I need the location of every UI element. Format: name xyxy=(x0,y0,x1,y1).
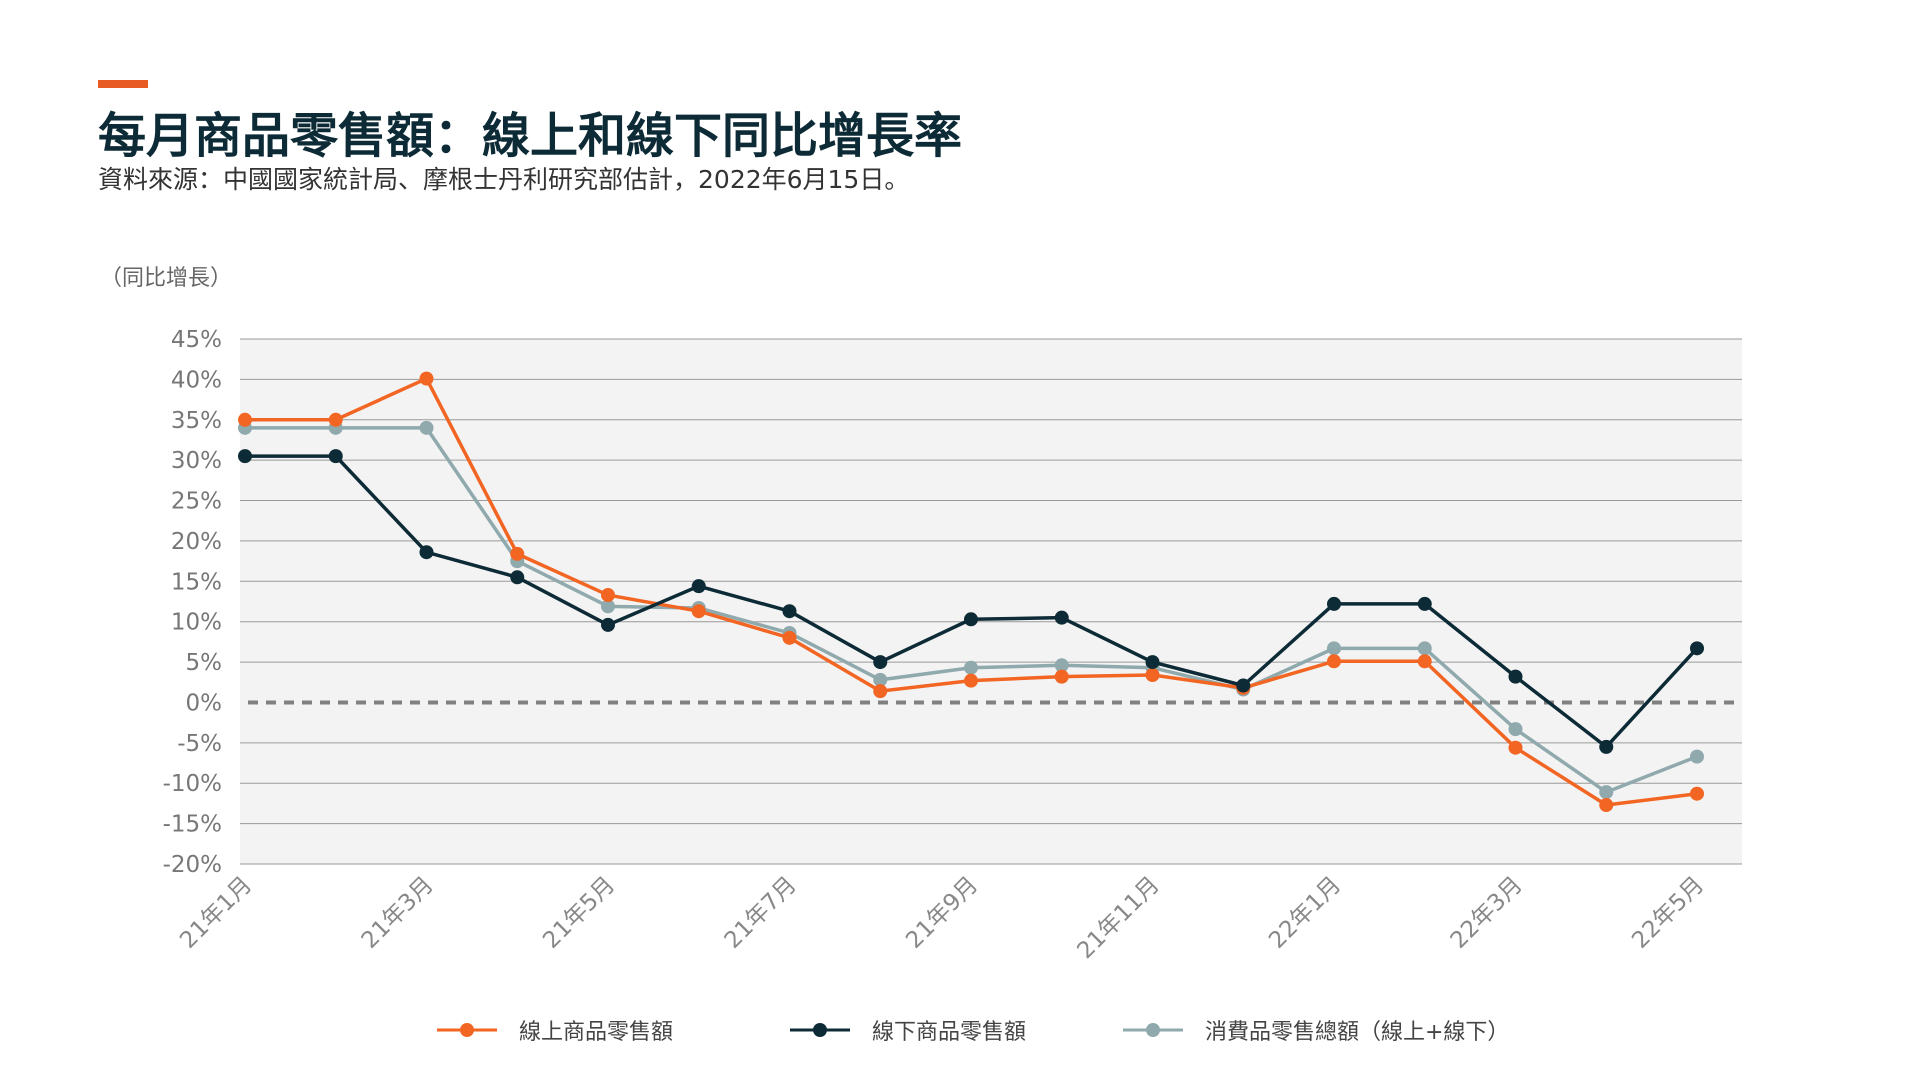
data-point-offline xyxy=(510,570,525,585)
data-point-offline xyxy=(1690,641,1704,656)
data-point-total xyxy=(1417,641,1432,656)
data-point-online xyxy=(1599,798,1614,813)
data-point-offline xyxy=(1327,596,1341,611)
data-point-offline xyxy=(1145,655,1160,670)
x-tick-label: 21年5月 xyxy=(538,872,620,954)
data-point-offline xyxy=(1508,669,1523,684)
legend-swatch-online xyxy=(437,1023,497,1037)
data-point-offline xyxy=(964,612,978,627)
legend-label-offline: 線下商品零售額 xyxy=(872,1020,1027,1045)
data-point-total xyxy=(1690,749,1704,764)
data-point-online xyxy=(1145,668,1160,682)
data-point-online xyxy=(419,371,434,386)
data-point-total xyxy=(1508,722,1523,737)
data-point-online xyxy=(1508,740,1523,755)
data-point-total xyxy=(1599,785,1614,800)
data-point-online xyxy=(964,673,978,688)
legend-item-total: 消費品零售總額（線上+線下） xyxy=(1123,1010,1509,1050)
data-point-offline xyxy=(328,449,343,464)
y-tick-label: -5% xyxy=(177,731,222,757)
data-point-online xyxy=(238,412,252,427)
data-point-online xyxy=(1690,786,1704,801)
y-tick-label: 20% xyxy=(171,529,222,555)
data-point-online xyxy=(782,630,797,645)
x-tick-label: 22年5月 xyxy=(1627,872,1709,954)
legend-item-online: 線上商品零售額 xyxy=(437,1010,673,1050)
data-point-online xyxy=(601,588,615,603)
data-point-online xyxy=(1054,669,1069,684)
y-tick-label: 0% xyxy=(186,690,223,716)
legend-swatch-offline xyxy=(790,1023,850,1037)
x-tick-label: 22年3月 xyxy=(1446,872,1528,954)
data-point-offline xyxy=(691,579,706,594)
y-tick-label: 35% xyxy=(171,408,222,434)
data-point-total xyxy=(873,672,888,687)
data-point-offline xyxy=(1054,610,1069,625)
x-tick-label: 21年7月 xyxy=(720,872,802,954)
data-point-offline xyxy=(873,655,888,670)
plot-area xyxy=(240,339,1742,864)
data-point-online xyxy=(1327,654,1341,669)
y-tick-label: 40% xyxy=(171,367,222,393)
x-tick-label: 21年9月 xyxy=(901,872,983,954)
data-point-offline xyxy=(1599,739,1614,754)
data-point-offline xyxy=(1236,678,1251,693)
y-tick-label: -10% xyxy=(163,771,222,797)
y-tick-label: 5% xyxy=(186,650,223,676)
legend-item-offline: 線下商品零售額 xyxy=(790,1010,1026,1050)
chart-source: 資料來源：中國國家統計局、摩根士丹利研究部估計，2022年6月15日。 xyxy=(98,165,910,194)
data-point-offline xyxy=(1417,596,1432,611)
data-point-offline xyxy=(238,449,252,464)
data-point-offline xyxy=(419,545,434,560)
chart-legend: 線上商品零售額 線下商品零售額 消費品零售總額（線上+線下） xyxy=(0,1010,1920,1050)
data-point-online xyxy=(328,412,343,427)
x-tick-label: 22年1月 xyxy=(1264,872,1346,954)
data-point-total xyxy=(964,660,978,675)
legend-label-total: 消費品零售總額（線上+線下） xyxy=(1205,1020,1510,1045)
data-point-online xyxy=(1417,654,1432,669)
data-point-online xyxy=(691,604,706,619)
data-point-offline xyxy=(782,604,797,619)
data-point-offline xyxy=(601,617,615,632)
y-tick-label: 30% xyxy=(171,448,222,474)
y-tick-label: -20% xyxy=(163,852,222,878)
y-tick-label: 10% xyxy=(171,610,222,636)
accent-bar xyxy=(98,80,148,88)
data-point-online xyxy=(873,684,888,699)
x-tick-label: 21年3月 xyxy=(357,872,439,954)
data-point-total xyxy=(601,599,615,614)
y-tick-label: 25% xyxy=(171,489,222,515)
data-point-total xyxy=(1054,658,1069,673)
legend-swatch-total xyxy=(1123,1023,1183,1037)
data-point-total xyxy=(1327,641,1341,656)
y-tick-label: -15% xyxy=(163,812,222,838)
y-axis-unit-label: （同比增長） xyxy=(100,266,233,291)
y-tick-label: 15% xyxy=(171,569,222,595)
data-point-total xyxy=(419,420,434,435)
y-tick-label: 45% xyxy=(171,327,222,353)
x-tick-label: 21年1月 xyxy=(175,872,257,954)
legend-label-online: 線上商品零售額 xyxy=(519,1020,674,1045)
x-tick-label: 21年11月 xyxy=(1072,872,1164,964)
data-point-online xyxy=(510,546,525,561)
chart-title: 每月商品零售額：線上和線下同比增長率 xyxy=(98,108,963,164)
